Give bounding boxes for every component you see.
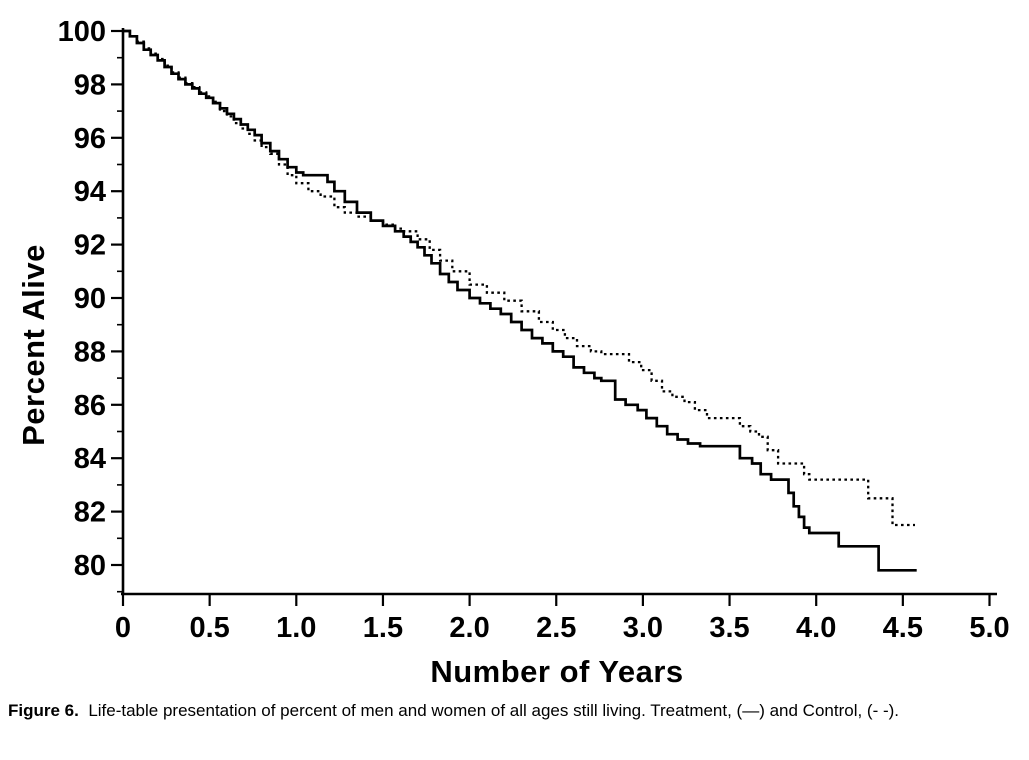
y-tick-label: 88 — [74, 336, 106, 368]
y-tick-label: 80 — [74, 550, 106, 582]
y-tick-label: 96 — [74, 123, 106, 155]
y-tick-label: 100 — [58, 16, 106, 48]
x-tick-label: 3.5 — [709, 612, 749, 644]
y-tick-label: 98 — [74, 69, 106, 101]
x-tick-label: 2.0 — [449, 612, 489, 644]
y-minor-ticks — [117, 56, 123, 593]
figure-caption-text: Life-table presentation of percent of me… — [88, 701, 900, 720]
y-tick-label: 94 — [74, 176, 106, 208]
x-tick-label: 3.0 — [623, 612, 663, 644]
control-curve — [123, 29, 915, 527]
x-tick-label: 1.0 — [276, 612, 316, 644]
x-tick-label: 0.5 — [189, 612, 229, 644]
x-tick-labels: 0 0.5 1.0 1.5 2.0 2.5 3.0 3.5 4.0 4.5 5.0 — [115, 612, 1010, 644]
y-axis-title: Percent Alive — [16, 244, 51, 446]
figure-caption: Figure 6. Life-table presentation of per… — [8, 700, 1013, 722]
y-tick-label: 86 — [74, 390, 106, 422]
x-tick-label: 1.5 — [363, 612, 403, 644]
y-tick-label: 92 — [74, 230, 106, 262]
x-tick-label: 2.5 — [536, 612, 576, 644]
x-tick-label: 5.0 — [969, 612, 1009, 644]
y-tick-labels: 100 98 96 94 92 90 88 86 84 82 80 — [58, 16, 106, 582]
x-ticks — [121, 594, 991, 606]
figure-caption-label: Figure 6. — [8, 701, 79, 720]
x-tick-label: 4.5 — [883, 612, 923, 644]
treatment-curve — [123, 29, 917, 572]
x-tick-label: 4.0 — [796, 612, 836, 644]
y-ticks — [111, 29, 123, 567]
x-axis-title: Number of Years — [430, 654, 683, 689]
y-tick-label: 90 — [74, 283, 106, 315]
x-tick-label: 0 — [115, 612, 131, 644]
y-tick-label: 84 — [74, 443, 106, 475]
y-tick-label: 82 — [74, 497, 106, 529]
